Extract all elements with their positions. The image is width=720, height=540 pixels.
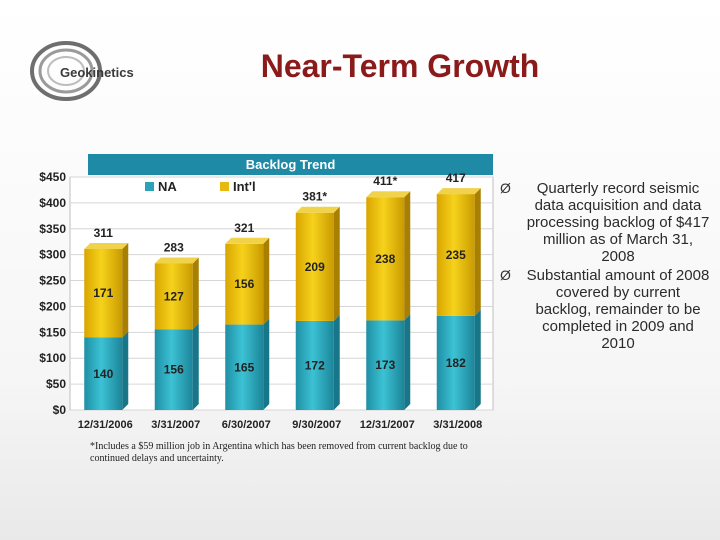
y-tick-label: $250 bbox=[39, 274, 66, 288]
legend-swatch bbox=[145, 182, 154, 191]
data-label-intl: 238 bbox=[375, 252, 395, 266]
y-tick-label: $450 bbox=[39, 170, 66, 184]
total-label: 311 bbox=[94, 226, 114, 240]
y-tick-label: $0 bbox=[53, 403, 67, 417]
legend-label: Int'l bbox=[233, 179, 256, 194]
total-label: 381* bbox=[302, 190, 327, 204]
bar-side-na bbox=[192, 323, 199, 410]
bar-top bbox=[225, 237, 270, 244]
arrow-bullet-icon: Ø bbox=[500, 180, 511, 196]
bar-top bbox=[366, 191, 411, 198]
data-label-na: 156 bbox=[164, 363, 184, 377]
total-label: 283 bbox=[164, 240, 184, 254]
bar-side-na bbox=[263, 318, 270, 410]
bar-top bbox=[154, 257, 199, 264]
x-tick-label: 12/31/2007 bbox=[360, 419, 415, 431]
y-tick-label: $200 bbox=[39, 299, 66, 313]
bar-top bbox=[436, 188, 481, 195]
bullet-text: Substantial amount of 2008 covered by cu… bbox=[526, 267, 710, 352]
page-title: Near-Term Growth bbox=[260, 48, 540, 84]
x-tick-label: 3/31/2007 bbox=[151, 419, 200, 431]
bar-side-na bbox=[474, 309, 481, 410]
bar-intl bbox=[84, 248, 123, 338]
bar-top bbox=[295, 206, 340, 213]
arrow-bullet-icon: Ø bbox=[500, 267, 511, 283]
logo-text: Geokinetics bbox=[60, 65, 134, 80]
footnote: *Includes a $59 million job in Argentina… bbox=[90, 441, 468, 464]
data-label-na: 173 bbox=[375, 358, 395, 372]
bar-na bbox=[84, 337, 123, 410]
bar-na bbox=[366, 320, 405, 410]
bar-top bbox=[84, 242, 129, 249]
total-label: 321 bbox=[234, 221, 254, 235]
plot-area bbox=[69, 176, 494, 411]
y-tick-label: $150 bbox=[39, 325, 66, 339]
bar-intl bbox=[366, 197, 405, 321]
legend-label: NA bbox=[158, 179, 177, 194]
bar-side-intl bbox=[474, 188, 481, 316]
chart-title: Backlog Trend bbox=[88, 154, 493, 175]
x-tick-label: 3/31/2008 bbox=[433, 419, 482, 431]
data-label-na: 165 bbox=[234, 360, 254, 374]
bar-side-intl bbox=[192, 257, 199, 330]
bar-intl bbox=[225, 243, 264, 325]
bar-side-intl bbox=[404, 191, 411, 321]
bullet-item: Ø Quarterly record seismic data acquisit… bbox=[500, 180, 710, 265]
bar-side-intl bbox=[122, 242, 129, 338]
bar-na bbox=[295, 320, 334, 410]
data-label-na: 182 bbox=[446, 356, 466, 370]
bar-intl bbox=[295, 212, 334, 321]
data-label-intl: 171 bbox=[93, 286, 113, 300]
y-tick-label: $50 bbox=[46, 377, 66, 391]
bar-intl bbox=[154, 263, 193, 330]
logo-swirl-icon bbox=[30, 41, 102, 101]
y-tick-label: $100 bbox=[39, 351, 66, 365]
y-tick-label: $300 bbox=[39, 248, 66, 262]
bar-side-intl bbox=[333, 206, 340, 321]
bullet-item: Ø Substantial amount of 2008 covered by … bbox=[500, 267, 710, 352]
data-label-na: 172 bbox=[305, 358, 325, 372]
total-label: 411* bbox=[373, 174, 397, 188]
data-label-intl: 127 bbox=[164, 289, 184, 303]
bar-na bbox=[154, 329, 193, 410]
bar-side-intl bbox=[263, 237, 270, 325]
x-tick-label: 12/31/2006 bbox=[78, 419, 133, 431]
total-label: 417 bbox=[446, 171, 466, 185]
bar-na bbox=[225, 324, 264, 410]
bullet-text: Quarterly record seismic data acquisitio… bbox=[526, 180, 710, 265]
y-tick-label: $350 bbox=[39, 222, 66, 236]
data-label-intl: 235 bbox=[446, 248, 466, 262]
bar-side-na bbox=[333, 314, 340, 410]
x-tick-label: 6/30/2007 bbox=[222, 419, 271, 431]
bar-side-na bbox=[122, 331, 129, 410]
bar-side-na bbox=[404, 314, 411, 410]
x-tick-label: 9/30/2007 bbox=[292, 419, 341, 431]
data-label-na: 140 bbox=[93, 367, 113, 381]
data-label-intl: 156 bbox=[234, 277, 254, 291]
bar-intl bbox=[436, 194, 475, 316]
legend-swatch bbox=[220, 182, 229, 191]
bullet-list: Ø Quarterly record seismic data acquisit… bbox=[500, 180, 710, 354]
y-tick-label: $400 bbox=[39, 196, 66, 210]
company-logo bbox=[28, 40, 148, 102]
bar-na bbox=[436, 315, 475, 410]
data-label-intl: 209 bbox=[305, 260, 325, 274]
